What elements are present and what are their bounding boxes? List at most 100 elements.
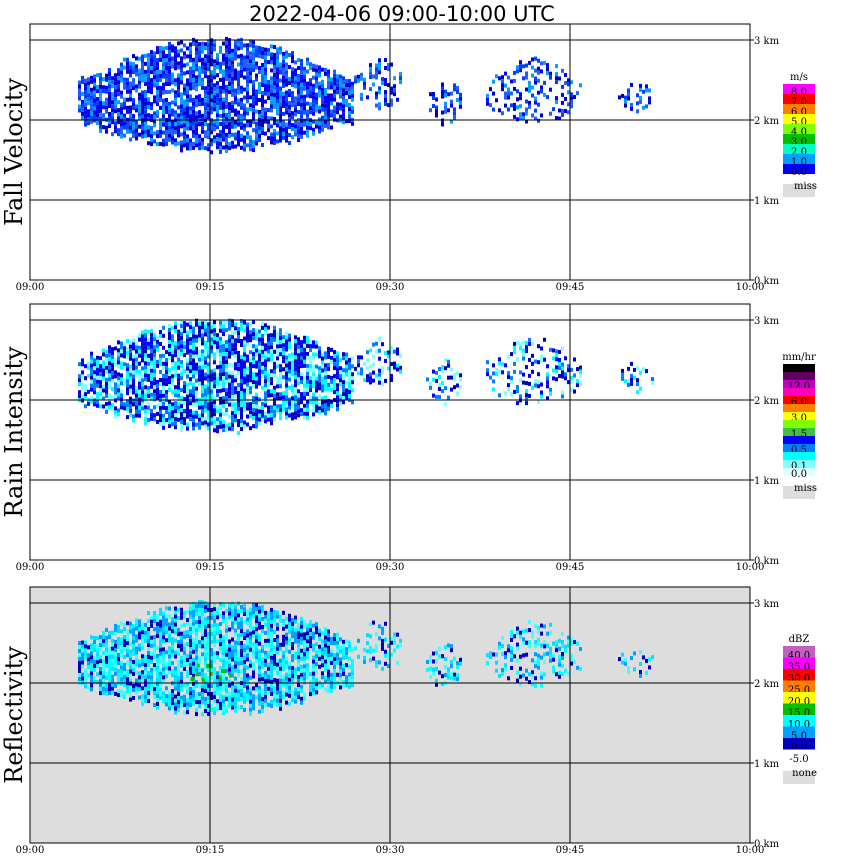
echo-cell: [126, 637, 129, 642]
echo-cell: [225, 320, 228, 325]
echo-cell: [213, 643, 216, 648]
echo-cell: [270, 687, 273, 692]
echo-cell: [153, 643, 156, 648]
echo-cell: [222, 711, 225, 716]
echo-cell: [138, 671, 141, 676]
echo-cell: [297, 345, 300, 350]
echo-cell: [117, 120, 120, 125]
echo-cell: [90, 379, 93, 384]
panel-1: 09:00 09:15 09:30 09:45 10:000 km1 km2 km3 k…: [0, 23, 817, 293]
echo-cell: [312, 364, 315, 369]
echo-cell: [219, 121, 222, 126]
echo-cell: [210, 82, 213, 87]
echo-cell: [117, 412, 120, 417]
echo-cell: [279, 686, 282, 691]
echo-cell: [159, 334, 162, 338]
echo-cell: [273, 622, 276, 626]
echo-cell: [273, 141, 276, 145]
echo-cell: [513, 114, 516, 119]
echo-cell: [165, 410, 168, 415]
echo-cell: [318, 109, 321, 114]
echo-cell: [324, 411, 327, 416]
echo-cell: [555, 96, 558, 101]
echo-cell: [132, 668, 135, 672]
echo-cell: [141, 346, 144, 351]
echo-cell: [435, 97, 438, 102]
echo-cell: [93, 90, 96, 95]
echo-cell: [384, 350, 387, 355]
echo-cell: [228, 691, 231, 696]
echo-cell: [195, 119, 198, 124]
echo-cell: [207, 679, 210, 684]
echo-cell: [78, 80, 81, 85]
echo-cell: [255, 348, 258, 353]
echo-cell: [279, 694, 282, 699]
echo-cell: [144, 337, 147, 342]
echo-cell: [306, 403, 309, 408]
echo-cell: [210, 401, 213, 406]
echo-cell: [531, 85, 534, 90]
echo-cell: [435, 370, 438, 375]
echo-cell: [237, 669, 240, 674]
echo-cell: [114, 382, 117, 387]
echo-cell: [255, 77, 258, 82]
echo-cell: [270, 349, 273, 354]
echo-cell: [342, 88, 345, 93]
echo-cell: [213, 71, 216, 76]
echo-cell: [171, 689, 174, 694]
echo-cell: [195, 55, 198, 60]
echo-cell: [132, 378, 135, 383]
echo-cell: [261, 353, 264, 358]
echo-cell: [120, 349, 123, 354]
echo-cell: [558, 358, 561, 362]
echo-cell: [144, 377, 147, 382]
echo-cell: [198, 373, 201, 378]
echo-cell: [207, 374, 210, 379]
echo-cell: [297, 122, 300, 126]
echo-cell: [243, 123, 246, 128]
echo-cell: [189, 114, 192, 119]
echo-cell: [264, 642, 267, 647]
echo-cell: [135, 361, 138, 366]
echo-cell: [159, 125, 162, 130]
echo-cell: [234, 676, 237, 681]
echo-cell: [204, 332, 207, 337]
echo-cell: [183, 139, 186, 144]
echo-cell: [285, 411, 288, 416]
echo-cell: [222, 324, 225, 329]
echo-cell: [210, 333, 213, 338]
colorbar-label: 7.0: [791, 97, 807, 108]
echo-cell: [168, 340, 171, 344]
echo-cell: [261, 91, 264, 95]
echo-cell: [96, 367, 99, 372]
echo-cell: [225, 388, 228, 393]
echo-cell: [234, 414, 237, 419]
echo-cell: [171, 76, 174, 81]
echo-cell: [399, 353, 402, 358]
echo-cell: [189, 695, 192, 699]
echo-cell: [207, 683, 210, 688]
echo-cell: [168, 404, 171, 408]
echo-cell: [177, 133, 180, 138]
echo-cell: [108, 679, 111, 683]
echo-cell: [273, 650, 276, 654]
echo-cell: [525, 341, 528, 346]
echo-cell: [531, 93, 534, 98]
echo-cell: [363, 85, 366, 90]
echo-cell: [189, 651, 192, 655]
echo-cell: [186, 658, 189, 663]
echo-cell: [264, 658, 267, 663]
echo-cell: [93, 82, 96, 87]
echo-cell: [510, 79, 513, 84]
echo-cell: [264, 654, 267, 659]
echo-cell: [150, 70, 153, 75]
echo-cell: [162, 114, 165, 119]
echo-cell: [123, 121, 126, 126]
echo-cell: [276, 332, 279, 337]
echo-cell: [246, 621, 249, 626]
echo-cell: [159, 691, 162, 696]
echo-cell: [138, 679, 141, 684]
echo-cell: [162, 389, 165, 394]
echo-cell: [153, 651, 156, 656]
